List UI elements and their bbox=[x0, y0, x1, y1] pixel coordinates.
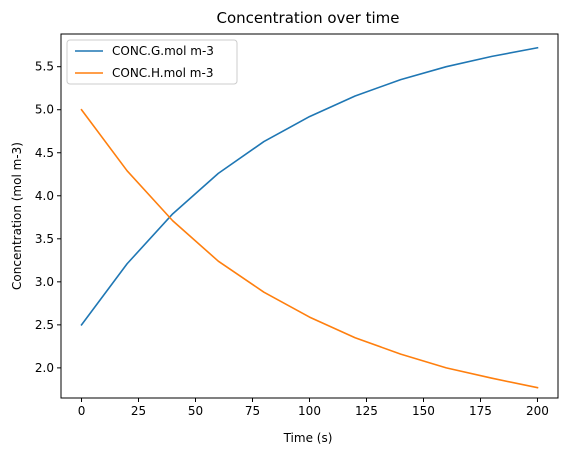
y-axis: 2.0 2.5 3.0 3.5 4.0 4.5 5.0 5.5 bbox=[35, 60, 61, 375]
y-axis-label: Concentration (mol m-3) bbox=[10, 142, 24, 290]
y-tick-label: 5.0 bbox=[35, 103, 54, 117]
y-tick-label: 3.5 bbox=[35, 232, 54, 246]
x-tick-label: 125 bbox=[355, 404, 378, 418]
y-tick-label: 5.5 bbox=[35, 60, 54, 74]
x-tick-label: 100 bbox=[298, 404, 321, 418]
x-tick-label: 0 bbox=[78, 404, 86, 418]
x-tick-label: 175 bbox=[469, 404, 492, 418]
legend-box bbox=[66, 39, 238, 85]
axes-frame bbox=[60, 33, 559, 399]
x-tick-label: 150 bbox=[412, 404, 435, 418]
y-tick-label: 4.5 bbox=[35, 146, 54, 160]
x-axis-label: Time (s) bbox=[283, 431, 333, 445]
plot-area bbox=[80, 46, 539, 389]
x-tick-label: 75 bbox=[245, 404, 260, 418]
y-tick-label: 3.0 bbox=[35, 275, 54, 289]
legend: CONC.G.mol m-3 CONC.H.mol m-3 bbox=[66, 39, 238, 85]
y-tick-label: 2.5 bbox=[35, 318, 54, 332]
legend-label: CONC.H.mol m-3 bbox=[112, 66, 213, 80]
series-line-conc-g bbox=[80, 46, 539, 326]
legend-label: CONC.G.mol m-3 bbox=[112, 44, 214, 58]
series-line-conc-h bbox=[80, 108, 539, 389]
x-tick-label: 200 bbox=[526, 404, 549, 418]
x-tick-label: 25 bbox=[131, 404, 146, 418]
chart-title: Concentration over time bbox=[217, 9, 400, 27]
x-tick-label: 50 bbox=[188, 404, 203, 418]
y-tick-label: 4.0 bbox=[35, 189, 54, 203]
y-tick-label: 2.0 bbox=[35, 361, 54, 375]
x-axis: 0 25 50 75 100 125 150 175 200 bbox=[78, 398, 549, 418]
